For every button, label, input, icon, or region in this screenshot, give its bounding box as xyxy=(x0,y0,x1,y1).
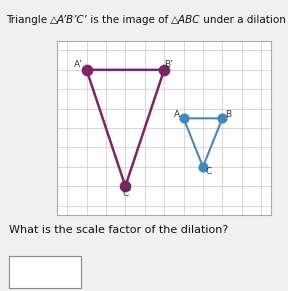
Point xyxy=(181,116,186,121)
Text: What is the scale factor of the dilation?: What is the scale factor of the dilation… xyxy=(9,225,228,235)
Point xyxy=(162,68,166,72)
Text: △A’B’C’: △A’B’C’ xyxy=(50,15,87,25)
Text: △ABC: △ABC xyxy=(170,15,200,25)
Text: is the image of: is the image of xyxy=(87,15,171,25)
Text: A’: A’ xyxy=(74,61,83,70)
Point xyxy=(201,164,205,169)
Text: A: A xyxy=(174,110,180,119)
Text: under a dilation: under a dilation xyxy=(200,15,286,25)
Text: Triangle: Triangle xyxy=(6,15,50,25)
Point xyxy=(220,116,225,121)
Point xyxy=(84,68,89,72)
Text: B: B xyxy=(225,110,231,119)
Text: B’: B’ xyxy=(164,61,173,70)
Point xyxy=(123,184,128,189)
Text: C: C xyxy=(206,167,212,176)
Text: C’: C’ xyxy=(123,189,132,198)
